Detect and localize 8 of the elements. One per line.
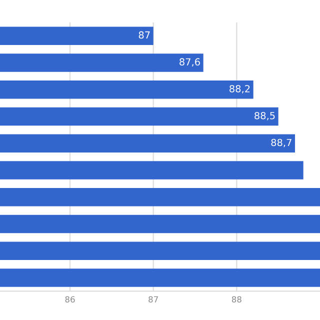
data-label: 88,5 xyxy=(254,112,275,120)
data-label: 87,6 xyxy=(180,58,200,67)
x-tick-label: 86 xyxy=(65,296,75,303)
data-label: 88,2 xyxy=(230,85,250,94)
data-label: 88,7 xyxy=(271,138,292,148)
x-tick-label: 88 xyxy=(232,296,242,303)
x-tick-label: 87 xyxy=(148,296,158,303)
data-label: 87 xyxy=(138,31,150,39)
